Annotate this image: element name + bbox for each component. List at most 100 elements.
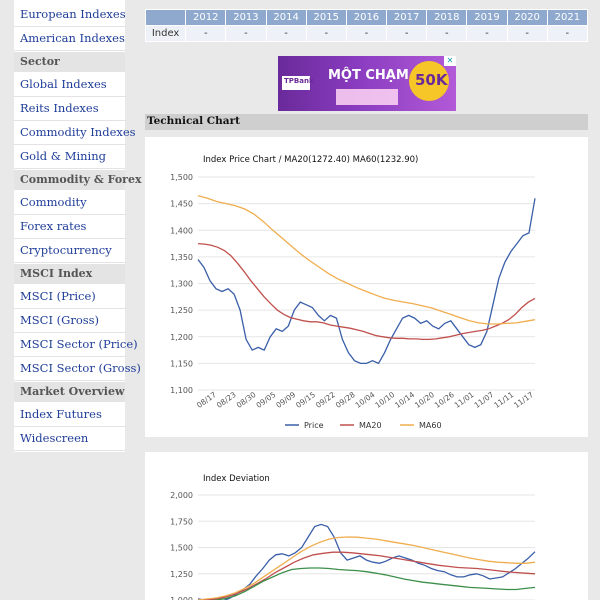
sidebar-link-label: Commodity bbox=[20, 195, 87, 209]
year-value-cell: - bbox=[426, 25, 468, 42]
sidebar-section-label: MSCI Index bbox=[20, 267, 93, 280]
sidebar-link[interactable]: Commodity bbox=[14, 191, 125, 215]
sidebar-link-label: Reits Indexes bbox=[20, 101, 99, 115]
y-tick-label: 2,000 bbox=[170, 491, 193, 500]
year-header-cell: 2012 bbox=[185, 9, 227, 26]
year-value-cell: - bbox=[265, 25, 307, 42]
sidebar-link[interactable]: Commodity Indexes bbox=[14, 121, 136, 145]
x-tick-label: 09/05 bbox=[255, 390, 278, 410]
year-header-cell: 2016 bbox=[345, 9, 388, 26]
advertisement-banner[interactable]: TPBank MỘT CHẠM 50K ✕ bbox=[278, 56, 456, 111]
sidebar-section-label: Market Overview bbox=[20, 385, 125, 398]
sidebar-link-label: Forex rates bbox=[20, 219, 87, 233]
sidebar-link-label: Index Futures bbox=[20, 407, 102, 421]
series-line-series bbox=[197, 523, 536, 600]
sidebar-link[interactable]: MSCI Sector (Gross) bbox=[14, 357, 141, 381]
sidebar-link-label: Cryptocurrency bbox=[20, 243, 112, 257]
x-tick-label: 10/04 bbox=[354, 390, 377, 410]
sidebar-link[interactable]: Index Futures bbox=[14, 403, 125, 427]
ad-badge: 50K bbox=[409, 61, 449, 101]
series-line-MA20 bbox=[197, 242, 536, 341]
sidebar-link-label: European Indexes bbox=[20, 7, 126, 21]
y-tick-label: 1,750 bbox=[170, 517, 193, 526]
year-value-cell: - bbox=[386, 25, 428, 42]
y-tick-label: 1,450 bbox=[170, 200, 193, 209]
sidebar-link[interactable]: Widescreen bbox=[14, 427, 125, 451]
year-header-cell: 2021 bbox=[546, 9, 589, 26]
x-tick-label: 08/23 bbox=[215, 390, 238, 410]
y-tick-label: 1,150 bbox=[170, 359, 193, 368]
y-tick-label: 1,350 bbox=[170, 253, 193, 262]
ad-headline: MỘT CHẠM bbox=[328, 68, 409, 83]
sidebar-link-label: Gold & Mining bbox=[20, 149, 107, 163]
sidebar-link-label: Global Indexes bbox=[20, 77, 107, 91]
sidebar-section-header: Market Overview bbox=[14, 382, 125, 402]
x-tick-label: 11/11 bbox=[492, 390, 515, 410]
sidebar-section-header: Sector bbox=[14, 52, 125, 72]
year-table-row-label: Index bbox=[144, 25, 187, 42]
legend-label: MA60 bbox=[419, 421, 442, 430]
sidebar-link[interactable]: Cryptocurrency bbox=[14, 239, 125, 263]
year-header-cell: 2015 bbox=[305, 9, 347, 26]
x-tick-label: 09/15 bbox=[294, 390, 317, 410]
series-line-series bbox=[211, 567, 536, 600]
deviation-chart-card: Index Deviation 1,000 1,250 1,500 1,750 2,000 bbox=[145, 452, 588, 600]
deviation-chart: Index Deviation 1,000 1,250 1,500 1,750 2,000 bbox=[170, 474, 536, 600]
year-header-cell: 2018 bbox=[426, 9, 468, 26]
sidebar-link[interactable]: MSCI (Price) bbox=[14, 285, 125, 309]
sidebar-link[interactable]: European Indexes bbox=[14, 3, 126, 27]
x-tick-label: 08/30 bbox=[235, 390, 258, 410]
price-chart: Index Price Chart / MA20(1272.40) MA60(1… bbox=[170, 155, 536, 430]
year-header-cell: 2013 bbox=[225, 9, 267, 26]
y-tick-label: 1,500 bbox=[170, 173, 193, 182]
y-tick-label: 1,300 bbox=[170, 280, 193, 289]
sidebar-link-label: MSCI (Gross) bbox=[20, 313, 100, 327]
x-tick-label: 11/07 bbox=[473, 390, 496, 410]
chart-title: Index Price Chart / MA20(1272.40) MA60(1… bbox=[203, 155, 418, 165]
y-tick-label: 1,400 bbox=[170, 226, 193, 235]
x-tick-label: 09/22 bbox=[314, 390, 337, 410]
sidebar-link[interactable]: American Indexes bbox=[14, 27, 125, 51]
year-header-cell: 2017 bbox=[386, 9, 428, 26]
sidebar-link-label: American Indexes bbox=[20, 31, 125, 45]
x-tick-label: 10/26 bbox=[433, 390, 456, 410]
sidebar-link[interactable]: MSCI Sector (Price) bbox=[14, 333, 138, 357]
sidebar-link-label: Widescreen bbox=[20, 431, 89, 445]
x-tick-label: 10/14 bbox=[393, 390, 416, 410]
sidebar-link[interactable]: Reits Indexes bbox=[14, 97, 125, 121]
year-value-cell: - bbox=[546, 25, 589, 42]
ad-brand-logo: TPBank bbox=[282, 76, 314, 90]
sidebar: European Indexes American Indexes Sector Gl… bbox=[14, 0, 142, 452]
y-tick-label: 1,250 bbox=[170, 570, 193, 579]
series-line-Price bbox=[197, 198, 536, 365]
y-tick-label: 1,200 bbox=[170, 333, 193, 342]
year-value-cell: - bbox=[305, 25, 347, 42]
sidebar-link-label: MSCI Sector (Price) bbox=[20, 337, 138, 351]
sidebar-link-label: MSCI Sector (Gross) bbox=[20, 361, 141, 375]
section-header: Technical Chart bbox=[145, 114, 588, 130]
year-value-cell: - bbox=[466, 25, 508, 42]
ad-card-image bbox=[336, 89, 398, 105]
price-chart-card: Index Price Chart / MA20(1272.40) MA60(1… bbox=[145, 137, 588, 437]
ad-close-icon[interactable]: ✕ bbox=[444, 56, 456, 66]
sidebar-link[interactable]: Global Indexes bbox=[14, 73, 125, 97]
y-tick-label: 1,100 bbox=[170, 386, 193, 395]
sidebar-link[interactable]: Forex rates bbox=[14, 215, 125, 239]
sidebar-link-label: Commodity Indexes bbox=[20, 125, 136, 139]
sidebar-link[interactable]: MSCI (Gross) bbox=[14, 309, 125, 333]
legend-label: Price bbox=[304, 421, 324, 430]
x-tick-label: 09/28 bbox=[334, 390, 357, 410]
x-tick-label: 09/09 bbox=[274, 390, 297, 410]
series-line-series bbox=[197, 536, 536, 600]
y-tick-label: 1,500 bbox=[170, 544, 193, 553]
year-value-cell: - bbox=[345, 25, 388, 42]
year-header-cell: 2020 bbox=[506, 9, 548, 26]
year-header-cell: 2014 bbox=[265, 9, 307, 26]
series-line-series bbox=[201, 551, 536, 600]
sidebar-link[interactable]: Gold & Mining bbox=[14, 145, 125, 169]
year-table-corner bbox=[144, 9, 187, 26]
sidebar-section-label: Commodity & Forex bbox=[20, 173, 142, 186]
x-tick-label: 10/20 bbox=[413, 390, 436, 410]
x-tick-label: 11/01 bbox=[453, 390, 476, 410]
year-value-cell: - bbox=[506, 25, 548, 42]
